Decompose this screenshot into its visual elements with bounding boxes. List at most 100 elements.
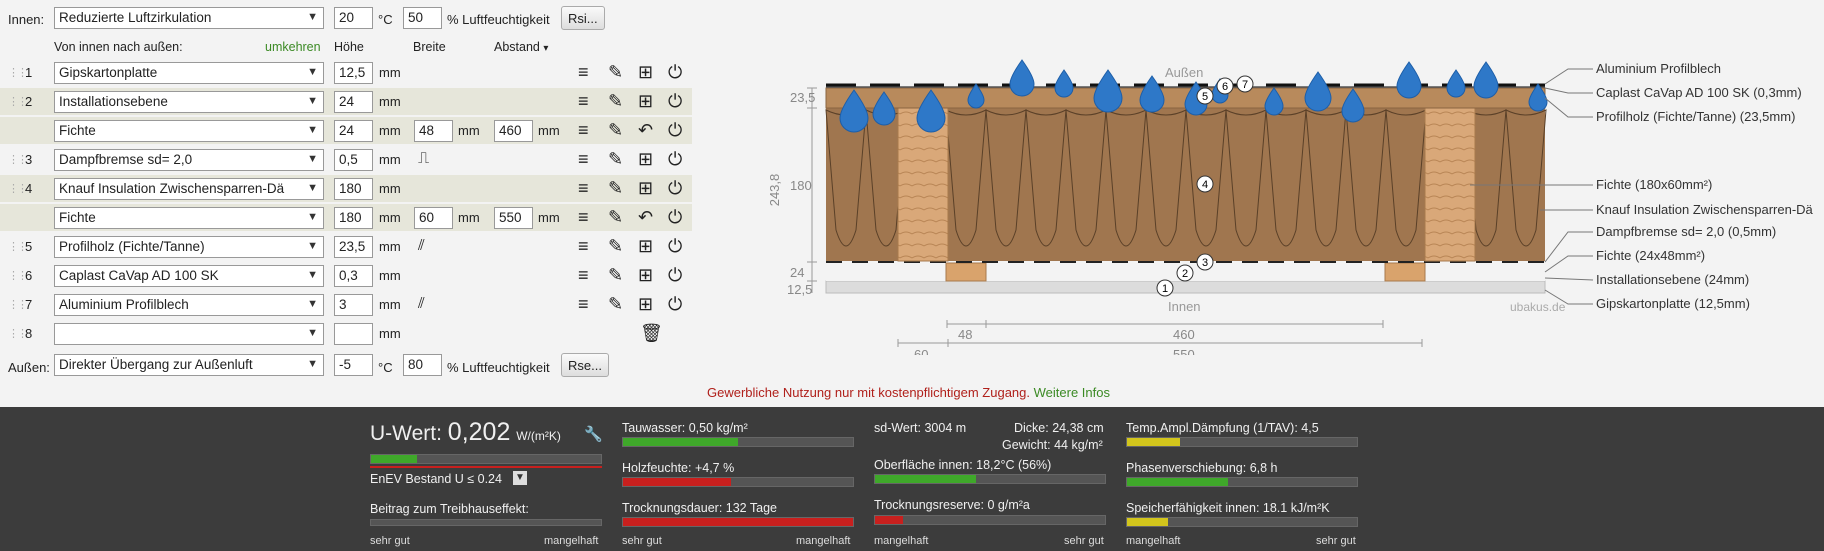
power-icon[interactable]: ⏻ (668, 236, 683, 256)
menu-icon[interactable]: ≡ (578, 62, 589, 82)
insert-layer-icon[interactable]: ⊞ (638, 265, 654, 285)
layer-material-select[interactable]: Aluminium Profilblech ▼ (54, 294, 324, 316)
ventilation-icon[interactable]: ⫽ (418, 295, 425, 312)
layer-row: ⋮⋮ 4 Knauf Insulation Zwischensparren-Dä ▼ 1… (0, 175, 692, 202)
drag-handle-icon[interactable]: ⋮⋮ (8, 270, 28, 282)
spacing-header[interactable]: Abstand ▾ (494, 40, 549, 54)
menu-icon[interactable]: ≡ (578, 236, 589, 256)
menu-icon[interactable]: ≡ (578, 178, 589, 198)
reverse-link[interactable]: umkehren (265, 40, 321, 54)
power-icon[interactable]: ⏻ (668, 207, 683, 227)
insulation-loop (1505, 109, 1547, 247)
vapor-barrier-icon[interactable]: ⎍ (418, 150, 430, 167)
drag-handle-icon[interactable]: ⋮⋮ (8, 328, 28, 340)
greenhouse-label: Beitrag zum Treibhauseffekt: (370, 502, 529, 516)
wall-cross-section-diagram: 23,5 180 243,8 24 12,5 Außen Innen ubaku… (770, 59, 1814, 355)
layer-height-input[interactable]: 3 (334, 294, 373, 316)
undo-arrow-icon[interactable]: ↶ (638, 120, 654, 140)
outside-climate-value: Direkter Übergang zur Außenluft (59, 357, 253, 372)
insert-layer-icon[interactable]: ⊞ (638, 236, 654, 256)
drag-handle-icon[interactable]: ⋮⋮ (8, 67, 28, 79)
layer-material-select[interactable]: Knauf Insulation Zwischensparren-Dä ▼ (54, 178, 324, 200)
menu-icon[interactable]: ≡ (578, 294, 589, 314)
layer-number: 4 (25, 181, 33, 196)
layer-width-input[interactable]: 48 (414, 120, 453, 142)
insulation-loop (1465, 109, 1507, 247)
wrench-icon[interactable]: 🔧 (584, 426, 603, 443)
edit-icon[interactable]: ✎ (608, 178, 624, 198)
insulation-loop (1225, 109, 1267, 247)
edit-icon[interactable]: ✎ (608, 62, 624, 82)
layer-material-select[interactable]: Dampfbremse sd= 2,0 ▼ (54, 149, 324, 171)
ventilation-icon[interactable]: ⫽ (418, 237, 425, 254)
chevron-down-icon: ▼ (307, 182, 318, 194)
power-icon[interactable]: ⏻ (668, 294, 683, 314)
layer-height-input[interactable] (334, 323, 373, 345)
insulation-loop (1105, 109, 1147, 247)
outside-climate-select[interactable]: Direkter Übergang zur Außenluft ▼ (54, 354, 324, 376)
rse-button[interactable]: Rse... (561, 353, 609, 377)
layer-material-select[interactable]: Fichte ▼ (54, 120, 324, 142)
layer-material-select[interactable]: Profilholz (Fichte/Tanne) ▼ (54, 236, 324, 258)
undo-arrow-icon[interactable]: ↶ (638, 207, 654, 227)
more-info-link[interactable]: Weitere Infos (1033, 385, 1110, 400)
inside-climate-select[interactable]: Reduzierte Luftzirkulation ▼ (54, 7, 324, 29)
menu-icon[interactable]: ≡ (578, 265, 589, 285)
layer-height-input[interactable]: 23,5 (334, 236, 373, 258)
drying-reserve-label: Trocknungsreserve: 0 g/m²a (874, 498, 1030, 512)
insert-layer-icon[interactable]: ⊞ (638, 62, 654, 82)
insert-layer-icon[interactable]: ⊞ (638, 91, 654, 111)
chevron-down-icon: ▼ (307, 327, 318, 339)
layer-width-input[interactable]: 60 (414, 207, 453, 229)
layer-material-select[interactable]: Installationsebene ▼ (54, 91, 324, 113)
layer-material-select[interactable]: ▼ (54, 323, 324, 345)
rsi-button[interactable]: Rsi... (561, 6, 605, 30)
layer-height-input[interactable]: 24 (334, 120, 373, 142)
inside-temperature-input[interactable]: 20 (334, 7, 373, 29)
menu-icon[interactable]: ≡ (578, 91, 589, 111)
inside-humidity-input[interactable]: 50 (403, 7, 442, 29)
power-icon[interactable]: ⏻ (668, 91, 683, 111)
insert-layer-icon[interactable]: ⊞ (638, 149, 654, 169)
menu-icon[interactable]: ≡ (578, 120, 589, 140)
edit-icon[interactable]: ✎ (608, 91, 624, 111)
menu-icon[interactable]: ≡ (578, 207, 589, 227)
drag-handle-icon[interactable]: ⋮⋮ (8, 241, 28, 253)
scale-bad-3: mangelhaft (874, 535, 929, 547)
power-icon[interactable]: ⏻ (668, 62, 683, 82)
layer-height-input[interactable]: 12,5 (334, 62, 373, 84)
edit-icon[interactable]: ✎ (608, 294, 624, 314)
enev-dropdown-icon[interactable]: ▼ (513, 471, 527, 485)
scale-good-2: sehr gut (622, 535, 662, 547)
edit-icon[interactable]: ✎ (608, 149, 624, 169)
edit-icon[interactable]: ✎ (608, 207, 624, 227)
drag-handle-icon[interactable]: ⋮⋮ (8, 299, 28, 311)
outside-humidity-input[interactable]: 80 (403, 354, 442, 376)
outside-temperature-input[interactable]: -5 (334, 354, 373, 376)
layer-material-select[interactable]: Gipskartonplatte ▼ (54, 62, 324, 84)
power-icon[interactable]: ⏻ (668, 265, 683, 285)
layer-height-input[interactable]: 0,3 (334, 265, 373, 287)
edit-icon[interactable]: ✎ (608, 120, 624, 140)
edit-icon[interactable]: ✎ (608, 236, 624, 256)
layer-spacing-input[interactable]: 550 (494, 207, 533, 229)
power-icon[interactable]: ⏻ (668, 120, 683, 140)
layer-spacing-input[interactable]: 460 (494, 120, 533, 142)
drag-handle-icon[interactable]: ⋮⋮ (8, 96, 28, 108)
scale-good-3: sehr gut (1064, 535, 1104, 547)
drag-handle-icon[interactable]: ⋮⋮ (8, 183, 28, 195)
edit-icon[interactable]: ✎ (608, 265, 624, 285)
layer-height-input[interactable]: 180 (334, 207, 373, 229)
layer-height-input[interactable]: 180 (334, 178, 373, 200)
layer-height-input[interactable]: 0,5 (334, 149, 373, 171)
trash-icon[interactable]: 🗑 (640, 323, 663, 343)
insert-layer-icon[interactable]: ⊞ (638, 178, 654, 198)
layer-material-select[interactable]: Fichte ▼ (54, 207, 324, 229)
layer-height-input[interactable]: 24 (334, 91, 373, 113)
power-icon[interactable]: ⏻ (668, 178, 683, 198)
layer-material-select[interactable]: Caplast CaVap AD 100 SK ▼ (54, 265, 324, 287)
menu-icon[interactable]: ≡ (578, 149, 589, 169)
power-icon[interactable]: ⏻ (668, 149, 683, 169)
drag-handle-icon[interactable]: ⋮⋮ (8, 154, 28, 166)
insert-layer-icon[interactable]: ⊞ (638, 294, 654, 314)
